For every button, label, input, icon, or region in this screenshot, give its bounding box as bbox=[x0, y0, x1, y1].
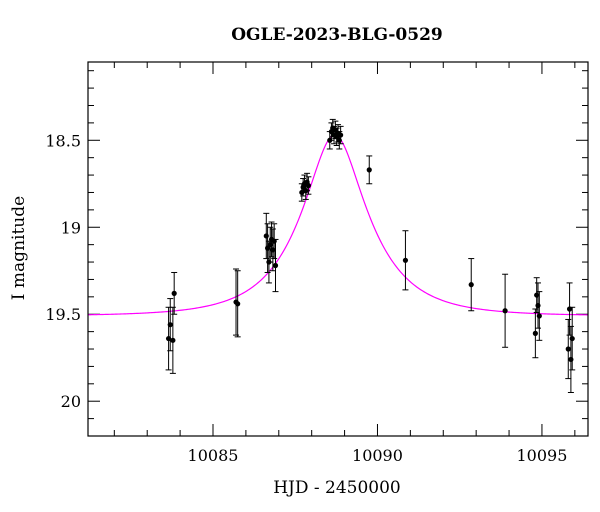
data-point bbox=[402, 230, 409, 291]
data-marker bbox=[336, 137, 342, 143]
data-point bbox=[565, 318, 572, 380]
data-point bbox=[272, 238, 279, 293]
chart-title: OGLE-2023-BLG-0529 bbox=[231, 25, 443, 45]
data-marker bbox=[171, 290, 177, 296]
data-marker bbox=[532, 330, 538, 336]
data-marker bbox=[170, 337, 176, 343]
y-tick-label: 18.5 bbox=[45, 131, 81, 150]
data-marker bbox=[569, 335, 575, 342]
data-marker bbox=[167, 322, 173, 328]
data-point bbox=[536, 291, 543, 341]
data-marker bbox=[568, 356, 574, 363]
data-points bbox=[165, 118, 576, 394]
data-marker bbox=[270, 247, 276, 253]
data-point bbox=[305, 176, 312, 195]
data-marker bbox=[536, 313, 542, 319]
y-tick-label: 19 bbox=[61, 218, 81, 237]
axis-ticks bbox=[88, 62, 588, 437]
data-marker bbox=[338, 132, 344, 138]
x-tick-label: 10085 bbox=[188, 446, 239, 465]
data-marker bbox=[272, 262, 279, 269]
data-marker bbox=[263, 233, 269, 239]
y-tick-label: 19.5 bbox=[45, 305, 81, 324]
data-point bbox=[532, 308, 539, 359]
data-point bbox=[566, 282, 573, 336]
data-point bbox=[169, 306, 176, 374]
y-axis-label: I magnitude bbox=[9, 196, 29, 300]
data-marker bbox=[502, 308, 508, 314]
data-marker bbox=[534, 292, 540, 298]
data-point bbox=[234, 270, 241, 338]
data-marker bbox=[235, 301, 241, 307]
y-tick-label: 20 bbox=[61, 392, 81, 411]
data-point bbox=[535, 282, 541, 329]
data-marker bbox=[267, 242, 273, 248]
data-marker bbox=[402, 257, 409, 263]
data-point bbox=[569, 306, 576, 371]
data-marker bbox=[366, 167, 372, 173]
model-curve bbox=[87, 134, 589, 316]
data-point bbox=[337, 125, 344, 145]
data-point bbox=[264, 223, 271, 273]
data-marker bbox=[305, 182, 311, 189]
data-point bbox=[366, 155, 373, 185]
data-marker bbox=[565, 346, 571, 352]
data-point bbox=[468, 258, 475, 312]
data-marker bbox=[535, 302, 541, 309]
axis-tick-labels: 10085 10090 10095 18.5 19 19.5 20 bbox=[45, 131, 567, 465]
x-tick-label: 10095 bbox=[516, 446, 567, 465]
x-axis-label: HJD - 2450000 bbox=[273, 478, 401, 498]
data-point bbox=[502, 273, 509, 348]
x-tick-label: 10090 bbox=[352, 446, 403, 465]
data-marker bbox=[468, 282, 474, 288]
data-point bbox=[171, 271, 178, 315]
plot-frame bbox=[87, 61, 589, 437]
data-point bbox=[263, 212, 270, 260]
